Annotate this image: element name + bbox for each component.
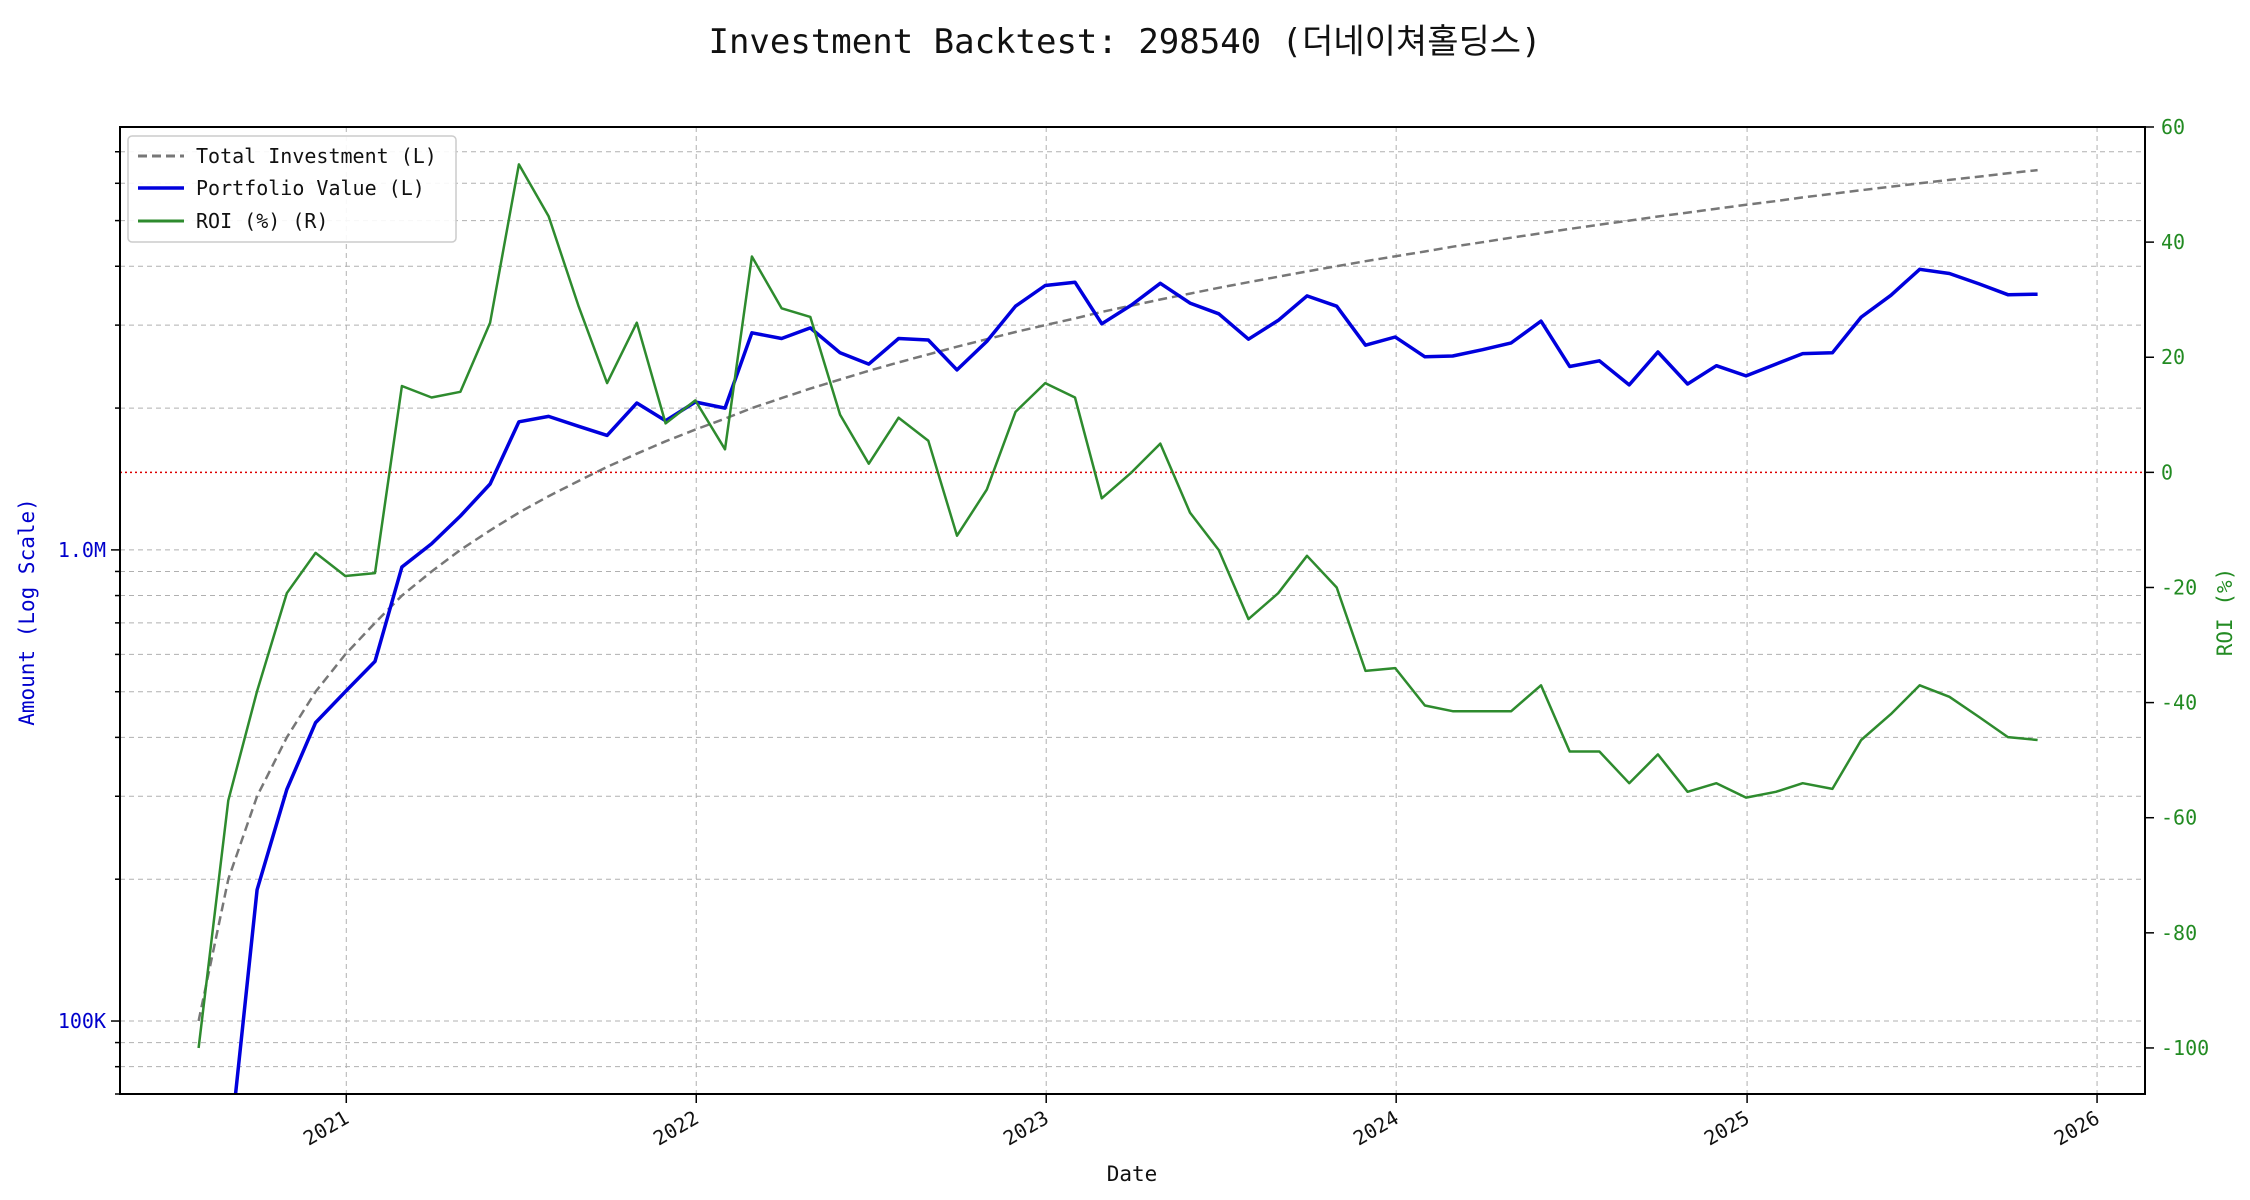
tick-labels: 2021 2022 2023 2024 2025 2026 100K 1.0M 60 40 20 0 -… <box>58 115 2209 1150</box>
legend-label-roi: ROI (%) (R) <box>196 209 328 233</box>
legend-label-total-investment: Total Investment (L) <box>196 144 437 168</box>
series-portfolio-value <box>233 267 2038 1094</box>
x-tick-label: 2025 <box>1700 1106 1754 1151</box>
series-total-investment <box>197 168 2038 1022</box>
plot-frame <box>119 126 2146 1095</box>
y-right-tick-label: 40 <box>2161 230 2185 254</box>
y-right-tick-label: 20 <box>2161 345 2185 369</box>
grid <box>120 127 2145 1095</box>
y-left-tick-label: 100K <box>58 1009 106 1033</box>
series-lines <box>197 163 2038 1094</box>
x-tick-label: 2022 <box>649 1106 703 1151</box>
chart-title: Investment Backtest: 298540 (더네이쳐홀딩스) <box>708 22 1542 62</box>
x-tick-label: 2021 <box>299 1106 353 1151</box>
x-tick-label: 2024 <box>1349 1106 1403 1151</box>
y-axis-right-title: ROI (%) <box>2213 568 2237 657</box>
x-axis-title: Date <box>1107 1162 1158 1186</box>
x-tick-label: 2026 <box>2050 1106 2104 1151</box>
y-right-tick-label: -40 <box>2161 691 2197 715</box>
y-right-tick-label: -100 <box>2161 1036 2209 1060</box>
legend-box <box>127 135 457 243</box>
y-right-tick-label: -80 <box>2161 921 2197 945</box>
y-right-tick-label: -20 <box>2161 575 2197 599</box>
legend: Total Investment (L) Portfolio Value (L)… <box>127 135 457 243</box>
y-right-tick-label: 0 <box>2161 460 2173 484</box>
y-right-tick-label: -60 <box>2161 806 2197 830</box>
x-tick-label: 2023 <box>999 1106 1053 1151</box>
y-left-tick-label: 1.0M <box>58 538 106 562</box>
legend-label-portfolio-value: Portfolio Value (L) <box>196 176 425 200</box>
series-roi <box>197 163 2038 1049</box>
y-axis-left-title: Amount (Log Scale) <box>15 498 39 726</box>
ticks <box>111 126 2154 1103</box>
y-right-tick-label: 60 <box>2161 115 2185 139</box>
